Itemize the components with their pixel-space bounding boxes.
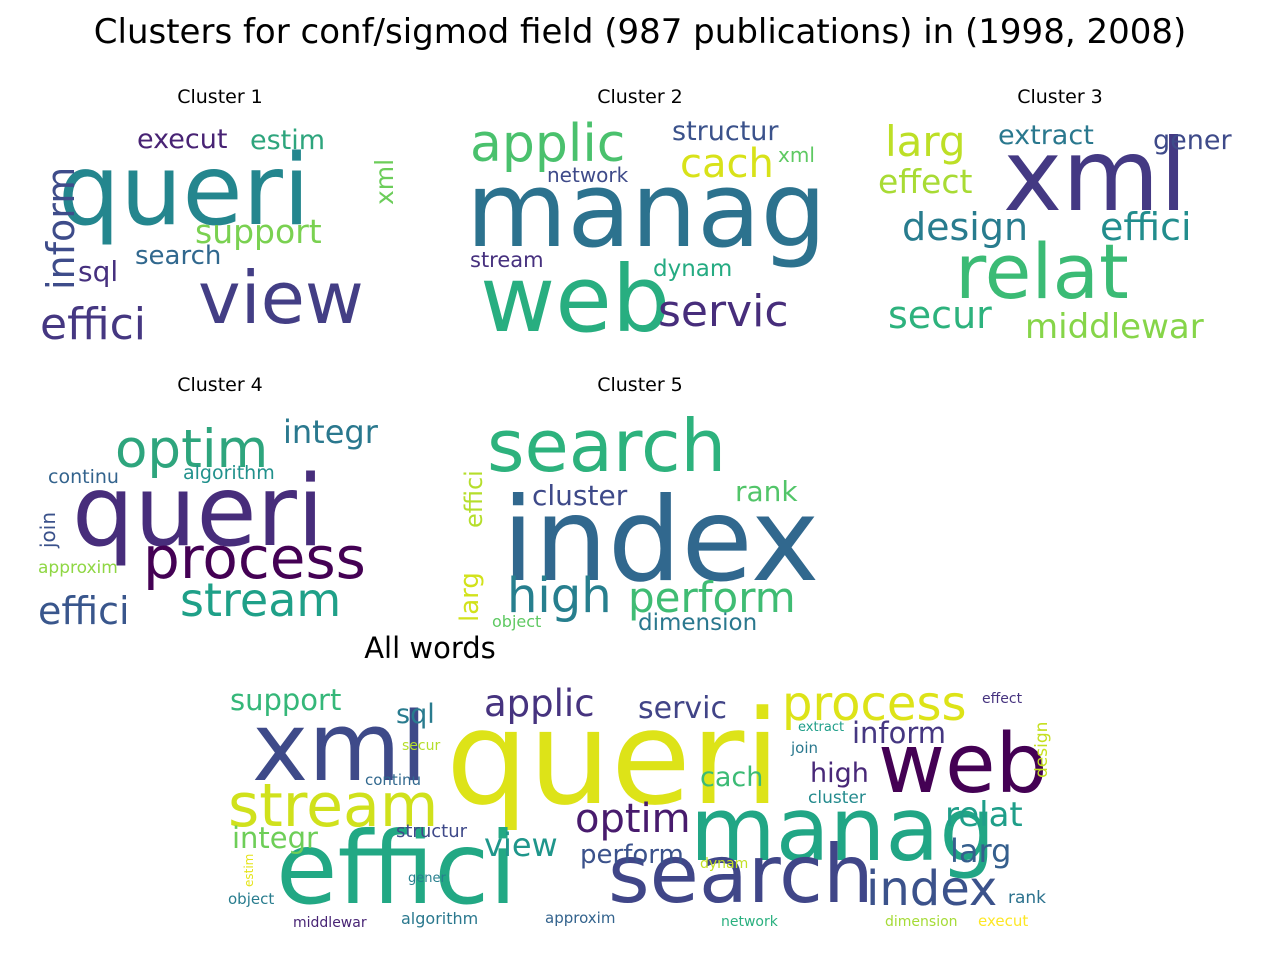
word-cluster-1-queri: queri (58, 134, 311, 248)
word-cluster-4-effici: effici (38, 589, 130, 633)
word-all-words-join: join (791, 739, 819, 757)
word-all-words-design: design (1032, 721, 1052, 778)
word-cluster-4-stream: stream (180, 573, 342, 627)
word-cluster-2-cach: cach (680, 141, 774, 187)
word-cluster-2-network: network (547, 163, 629, 187)
word-all-words-approxim: approxim (545, 909, 616, 927)
word-cluster-1-xml: xml (370, 158, 399, 205)
word-cluster-1-search: search (135, 241, 222, 271)
chart-title: Clusters for conf/sigmod field (987 publ… (93, 12, 1187, 52)
word-cluster-5-index: index (502, 473, 820, 608)
word-all-words-search: search (608, 828, 874, 921)
word-all-words-gener: gener (408, 871, 446, 886)
word-cluster-4-queri: queri (72, 455, 325, 569)
word-all-words-process: process (782, 676, 967, 732)
word-cluster-1-sql: sql (78, 255, 119, 288)
word-all-words-estim: estim (242, 853, 256, 887)
word-all-words-relat: relat (945, 795, 1023, 835)
word-cluster-3-middlewar: middlewar (1025, 307, 1204, 347)
word-cluster-5-high: high (507, 568, 612, 624)
word-cluster-5-search: search (487, 404, 727, 488)
word-cluster-2-xml: xml (778, 143, 815, 167)
word-all-words-xml: xml (252, 693, 428, 803)
wordcloud-title-all-words: All words (364, 631, 496, 665)
word-all-words-algorithm: algorithm (401, 909, 479, 928)
word-cluster-3-xml: xml (1003, 117, 1188, 234)
word-cluster-3-relat: relat (955, 227, 1129, 316)
word-all-words-manag: manag (690, 778, 996, 881)
word-cluster-3-design: design (902, 205, 1029, 249)
word-cluster-3-effici: effici (1100, 205, 1192, 249)
word-all-words-dynam: dynam (700, 856, 749, 872)
word-all-words-larg: larg (950, 832, 1012, 870)
word-all-words-view: view (484, 826, 558, 864)
word-cluster-2-web: web (480, 246, 671, 353)
word-all-words-queri: queri (446, 682, 781, 834)
word-cluster-1-effici: effici (40, 299, 147, 350)
word-cluster-3-effect: effect (878, 162, 973, 201)
word-cluster-1-support: support (195, 212, 322, 251)
word-all-words-cluster: cluster (808, 788, 866, 808)
word-cluster-4-integr: integr (283, 413, 378, 451)
word-cluster-3-gener: gener (1153, 125, 1232, 156)
word-all-words-index: index (866, 861, 998, 917)
word-cluster-1-view: view (198, 256, 364, 340)
word-all-words-perform: perform (580, 840, 684, 870)
word-all-words-structur: structur (396, 821, 468, 842)
word-all-words-secur: secur (402, 738, 441, 754)
word-cluster-5-perform: perform (628, 573, 796, 622)
wordcloud-title-cluster-4: Cluster 4 (177, 374, 263, 396)
word-cluster-2-structur: structur (672, 116, 779, 147)
word-cluster-2-stream: stream (470, 248, 544, 272)
word-cluster-1-inform: inform (39, 166, 83, 290)
word-cluster-4-algorithm: algorithm (183, 462, 275, 484)
word-cluster-5-effici: effici (460, 470, 488, 528)
word-all-words-support: support (230, 683, 342, 717)
word-all-words-object: object (228, 890, 275, 908)
word-all-words-cach: cach (700, 762, 764, 793)
word-all-words-rank: rank (1008, 888, 1047, 908)
wordcloud-title-cluster-5: Cluster 5 (597, 374, 683, 396)
word-cluster-5-rank: rank (735, 475, 798, 508)
word-cluster-4-optim: optim (115, 419, 269, 480)
word-all-words-stream: stream (228, 771, 439, 841)
word-cluster-5-object: object (492, 612, 542, 631)
word-cluster-5-cluster: cluster (532, 479, 628, 512)
word-cluster-3-larg: larg (885, 117, 966, 166)
word-all-words-network: network (721, 914, 778, 930)
word-cluster-5-dimension: dimension (638, 610, 758, 636)
word-cluster-3-extract: extract (998, 120, 1094, 151)
word-all-words-web: web (878, 717, 1048, 812)
word-all-words-inform: inform (852, 716, 947, 750)
word-cluster-2-servic: servic (658, 286, 789, 337)
word-cluster-2-applic: applic (470, 114, 626, 174)
wordcloud-title-cluster-3: Cluster 3 (1017, 86, 1103, 108)
word-all-words-sql: sql (396, 699, 435, 730)
wordcloud-title-cluster-2: Cluster 2 (597, 86, 683, 108)
word-all-words-continu: continu (365, 771, 421, 789)
word-cluster-3-secur: secur (888, 293, 992, 337)
word-all-words-applic: applic (484, 682, 595, 725)
word-cluster-5-larg: larg (455, 572, 485, 622)
word-all-words-middlewar: middlewar (293, 915, 367, 931)
word-cluster-1-estim: estim (250, 125, 326, 156)
word-all-words-dimension: dimension (885, 914, 958, 930)
word-cluster-4-approxim: approxim (38, 558, 118, 578)
wordcloud-title-cluster-1: Cluster 1 (177, 86, 263, 108)
word-cluster-4-join: join (36, 511, 60, 548)
word-cluster-1-execut: execut (137, 124, 228, 155)
word-cluster-4-process: process (143, 524, 366, 592)
word-all-words-high: high (810, 758, 869, 789)
word-all-words-execut: execut (978, 912, 1029, 930)
word-all-words-optim: optim (575, 796, 691, 842)
word-all-words-integr: integr (232, 821, 318, 855)
word-cluster-2-manag: manag (466, 149, 827, 271)
word-all-words-servic: servic (638, 691, 728, 726)
word-all-words-extract: extract (798, 720, 845, 735)
word-all-words-effici: effici (276, 810, 517, 927)
word-cluster-2-dynam: dynam (653, 256, 733, 282)
word-cluster-4-continu: continu (48, 466, 119, 488)
word-all-words-effect: effect (982, 691, 1023, 707)
